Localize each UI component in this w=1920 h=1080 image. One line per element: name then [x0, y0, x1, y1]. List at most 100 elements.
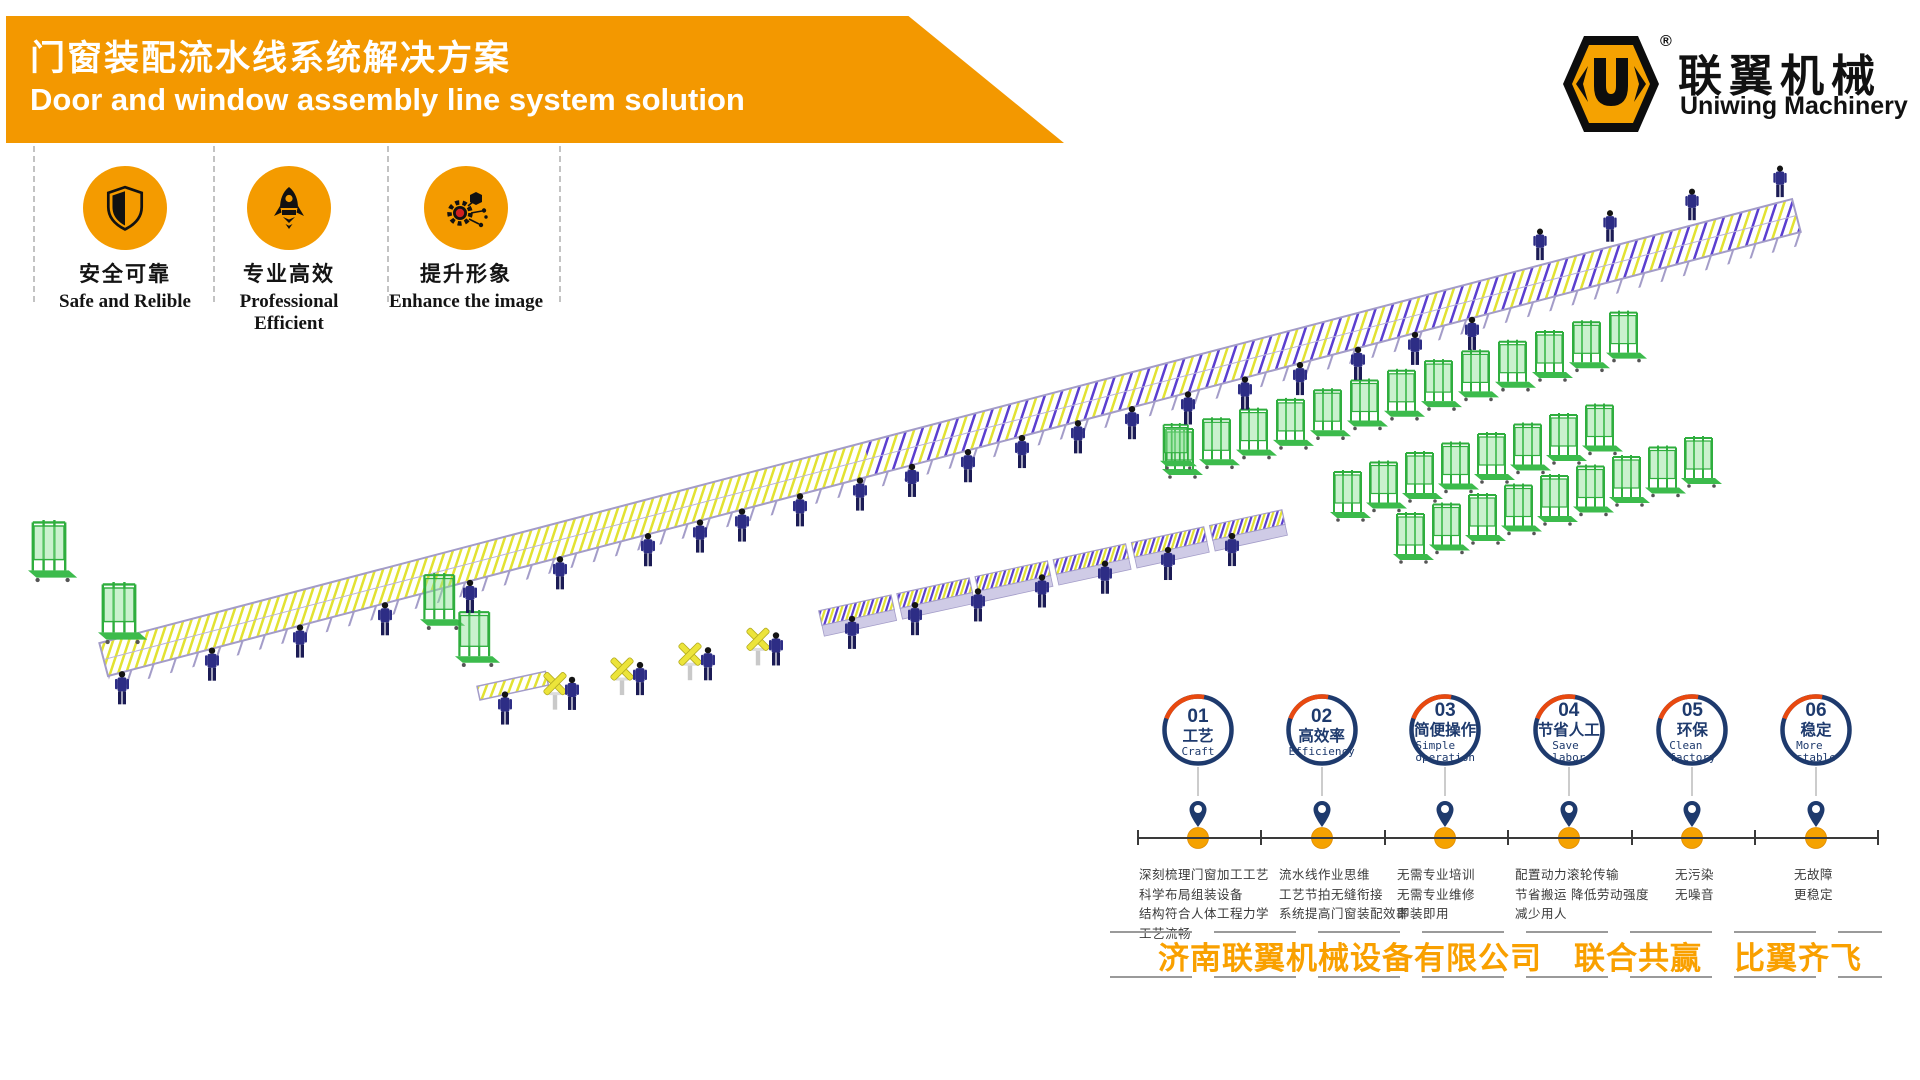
ring-accent-arc — [1162, 694, 1234, 766]
desc-column-6: 无故障 更稳定 — [1794, 868, 1834, 902]
green-storage-racks — [26, 309, 1723, 669]
storage-rack — [1581, 402, 1624, 457]
map-pin-icon — [1683, 801, 1701, 827]
storage-rack — [96, 580, 149, 646]
assembly-bench-front — [1212, 523, 1288, 552]
feature-card-safe: 安全可靠 Safe and Relible — [40, 140, 210, 313]
map-pin-icon — [1189, 801, 1207, 827]
worker-figure — [1603, 210, 1617, 242]
timeline-item-text: 04 节省人工 Save labor — [1507, 700, 1631, 764]
divider — [33, 146, 35, 302]
logo-name-en: Uniwing Machinery — [1680, 92, 1908, 120]
ring-accent-arc — [1285, 694, 1358, 766]
timeline-label-en: Save labor — [1552, 739, 1586, 764]
worker-figure — [1015, 434, 1029, 469]
assembly-bench-front — [899, 592, 976, 620]
storage-rack — [1500, 482, 1543, 537]
worker-figure — [1238, 376, 1252, 410]
timeline-item-text: 06 稳定 More stable — [1754, 701, 1878, 763]
feature-label-en: Professional Efficient — [239, 291, 339, 334]
company-logo: ® 联翼机械 Uniwing Machinery — [1560, 24, 1920, 144]
worker-figure — [1351, 346, 1365, 380]
worker-figure — [205, 647, 219, 681]
worker-figure — [769, 632, 783, 666]
assembly-bench-front — [1134, 541, 1210, 569]
timeline-number: 04 — [1558, 700, 1580, 721]
axis-tick — [1384, 830, 1386, 845]
worker-figure — [1465, 316, 1479, 350]
axis-tick — [1137, 830, 1139, 845]
worker-figure — [565, 676, 579, 710]
storage-rack — [1437, 440, 1480, 495]
feature-label-zh: 提升形象 — [420, 262, 512, 286]
worker-figure — [1773, 165, 1787, 198]
storage-rack — [1457, 348, 1500, 403]
storage-rack — [1198, 416, 1241, 471]
worker-figure — [641, 533, 655, 567]
timeline-item-graphic — [1533, 694, 1605, 849]
assembly-bench-top — [896, 577, 974, 610]
timeline-label-zh: 环保 — [1676, 722, 1708, 739]
page-title-zh: 门窗装配流水线系统解决方案 — [30, 39, 512, 78]
feature-circle — [424, 166, 508, 250]
storage-rack — [1401, 450, 1444, 504]
storage-rack — [1531, 329, 1574, 383]
worker-figure — [1533, 228, 1547, 261]
worker-figure — [1125, 406, 1139, 440]
page-title-en: Door and window assembly line system sol… — [30, 82, 745, 117]
feature-circle — [247, 166, 331, 250]
storage-rack — [1473, 431, 1516, 485]
divider — [559, 146, 561, 302]
storage-rack — [1680, 435, 1723, 489]
logo-name-zh: 联翼机械 — [1678, 52, 1882, 101]
feature-label-zh: 安全可靠 — [79, 262, 171, 286]
timeline-item-text: 05 环保 Clean factory — [1630, 700, 1754, 764]
timeline-item-01: 01 工艺 Craft — [1136, 692, 1260, 854]
map-pin-icon — [1313, 801, 1331, 827]
storage-rack — [1536, 473, 1579, 527]
feature-cards: 安全可靠 Safe and Relible 专业高效 Professional … — [0, 140, 600, 334]
desc-column-2: 流水线作业思维 工艺节拍无缝衔接 系统提高门窗装配效率 — [1279, 868, 1410, 921]
timeline-label-en: Craft — [1181, 744, 1215, 758]
storage-rack — [1309, 387, 1352, 441]
worker-figure — [693, 519, 707, 553]
assembly-bench-top — [974, 560, 1052, 593]
assembly-bench-line — [476, 509, 1288, 701]
storage-rack — [1608, 454, 1651, 508]
storage-rack — [1568, 319, 1611, 374]
worker-figure — [378, 602, 392, 636]
worker-figure — [853, 477, 867, 511]
timeline-item-graphic — [1656, 694, 1729, 849]
timeline-item-text: 02 高效率 Efficiency — [1260, 703, 1384, 761]
storage-rack — [1494, 338, 1537, 393]
feature-circle — [83, 166, 167, 250]
axis-tick — [1631, 830, 1633, 845]
timeline-item-02: 02 高效率 Efficiency — [1260, 692, 1384, 854]
worker-figure — [735, 508, 749, 542]
timeline-number: 03 — [1434, 700, 1456, 721]
timeline-label-zh: 工艺 — [1182, 727, 1214, 745]
assembly-bench-front — [821, 609, 898, 637]
axis-tick — [1754, 830, 1756, 845]
storage-rack — [1428, 501, 1471, 556]
storage-rack — [1572, 463, 1615, 518]
assembly-bench-top — [1130, 526, 1208, 558]
timeline-label-en: Clean factory — [1669, 739, 1716, 764]
timeline-label-zh: 稳定 — [1800, 722, 1832, 739]
rotary-station — [677, 641, 703, 681]
storage-rack — [1346, 377, 1389, 432]
worker-figure — [1293, 361, 1307, 396]
worker-figure — [1685, 188, 1699, 221]
worker-figure — [845, 615, 859, 649]
storage-rack — [1605, 309, 1648, 364]
registered-mark: ® — [1660, 33, 1672, 50]
timeline-item-04: 04 节省人工 Save labor — [1507, 692, 1631, 854]
desc-column-5: 无污染 无噪音 — [1675, 868, 1715, 902]
worker-figure — [1225, 532, 1239, 567]
worker-figure — [463, 579, 477, 613]
assembly-bench-top — [1052, 543, 1130, 576]
axis-tick — [1877, 830, 1879, 845]
map-pin-icon — [1560, 801, 1578, 827]
timeline-number: 05 — [1681, 700, 1703, 721]
desc-column-3: 无需专业培训 无需专业维修 即装即用 — [1397, 868, 1476, 921]
